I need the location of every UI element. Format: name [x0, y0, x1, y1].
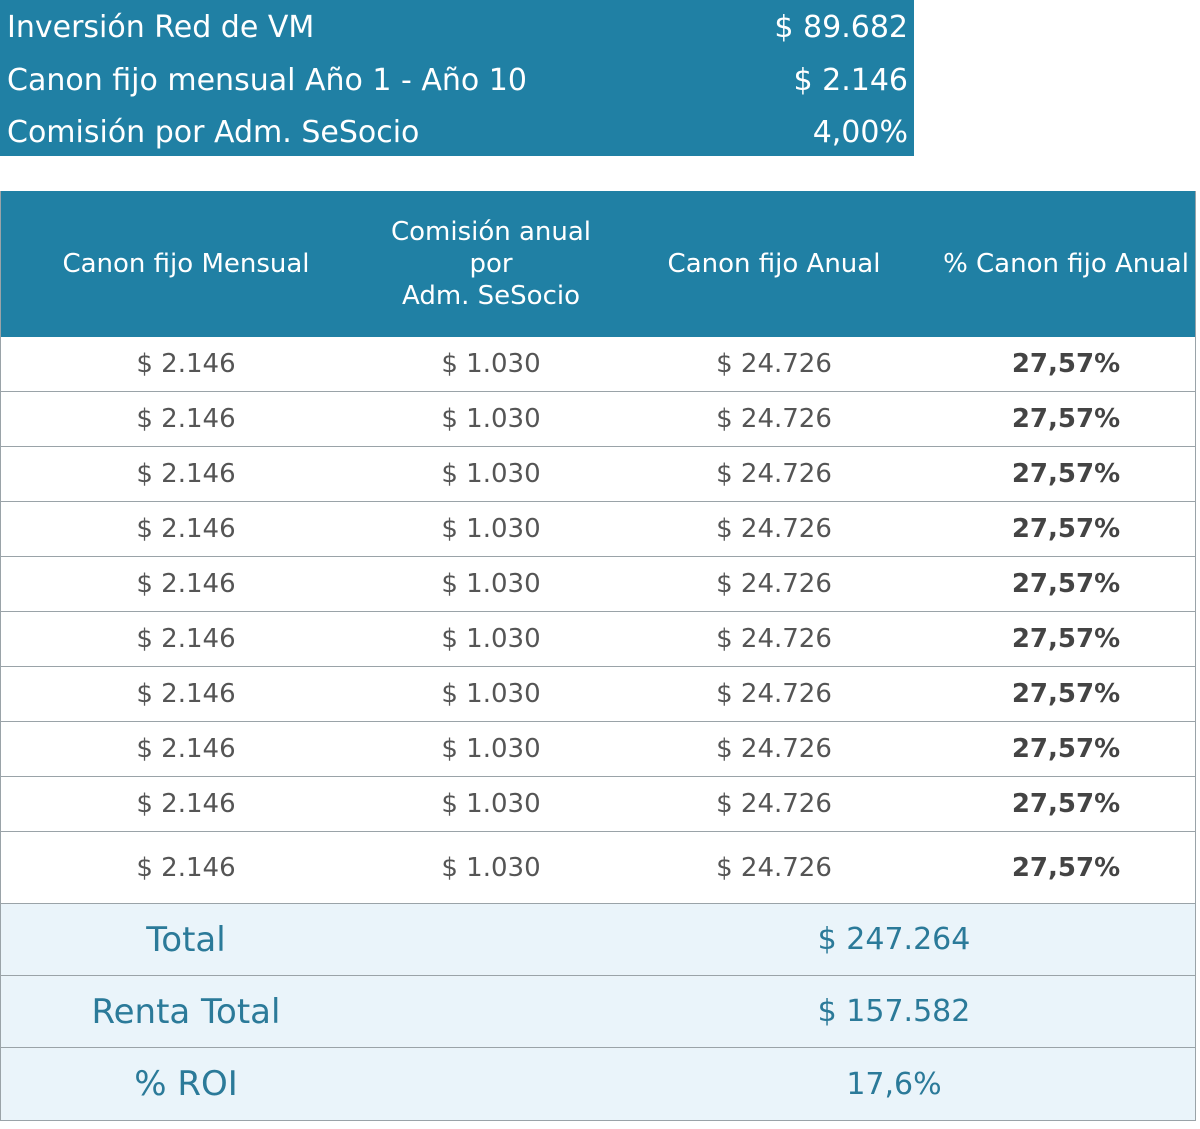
table-row: $ 2.146 $ 1.030 $ 24.726 27,57%	[1, 832, 1195, 904]
cell-annual-fee-percent: 27,57%	[1011, 734, 1121, 764]
table-row: $ 2.146 $ 1.030 $ 24.726 27,57%	[1, 392, 1195, 447]
cell-annual-fee-percent: 27,57%	[1011, 349, 1121, 379]
cell-annual-commission: $ 1.030	[441, 404, 541, 434]
summary-value: 4,00%	[812, 114, 908, 150]
cell-annual-fee: $ 24.726	[716, 404, 832, 434]
cell-annual-fee: $ 24.726	[716, 789, 832, 819]
cell-annual-fee-percent: 27,57%	[1011, 404, 1121, 434]
cell-annual-commission: $ 1.030	[441, 349, 541, 379]
summary-label: Canon fijo mensual Año 1 - Año 10	[7, 62, 527, 98]
cell-annual-commission: $ 1.030	[441, 514, 541, 544]
cell-annual-commission: $ 1.030	[441, 789, 541, 819]
cell-annual-fee: $ 24.726	[716, 349, 832, 379]
cell-annual-fee-percent: 27,57%	[1011, 679, 1121, 709]
cell-monthly-fee: $ 2.146	[136, 734, 236, 764]
cell-monthly-fee: $ 2.146	[136, 789, 236, 819]
table-row: $ 2.146 $ 1.030 $ 24.726 27,57%	[1, 722, 1195, 777]
investment-summary: Inversión Red de VM $ 89.682 Canon fijo …	[0, 0, 914, 156]
table-footer: Total $ 247.264 Renta Total $ 157.582 % ROI 1…	[1, 904, 1195, 1120]
cell-annual-fee: $ 24.726	[716, 514, 832, 544]
footer-value: 17,6%	[846, 1066, 942, 1102]
cell-annual-fee: $ 24.726	[716, 624, 832, 654]
cell-annual-commission: $ 1.030	[441, 734, 541, 764]
cell-monthly-fee: $ 2.146	[136, 679, 236, 709]
table-row: $ 2.146 $ 1.030 $ 24.726 27,57%	[1, 557, 1195, 612]
header-annual-fee: Canon fijo Anual	[667, 249, 881, 279]
summary-row-monthly-fee: Canon fijo mensual Año 1 - Año 10 $ 2.14…	[0, 54, 914, 106]
cell-monthly-fee: $ 2.146	[136, 404, 236, 434]
footer-value: $ 157.582	[817, 994, 971, 1029]
cell-annual-fee: $ 24.726	[716, 852, 832, 883]
table-header: Canon fijo Mensual Comisión anual por Ad…	[1, 191, 1195, 337]
cell-annual-fee: $ 24.726	[716, 734, 832, 764]
summary-value: $ 89.682	[774, 9, 908, 45]
footer-value-cell: 17,6%	[371, 1067, 1177, 1102]
footer-value-cell: $ 247.264	[371, 922, 1177, 957]
cell-annual-fee: $ 24.726	[716, 569, 832, 599]
header-monthly-fee: Canon fijo Mensual	[62, 249, 310, 279]
table-row: $ 2.146 $ 1.030 $ 24.726 27,57%	[1, 337, 1195, 392]
summary-label: Comisión por Adm. SeSocio	[7, 114, 420, 150]
footer-value-cell: $ 157.582	[371, 994, 1177, 1029]
cell-annual-fee-percent: 27,57%	[1011, 789, 1121, 819]
cell-monthly-fee: $ 2.146	[136, 514, 236, 544]
cell-annual-fee: $ 24.726	[716, 459, 832, 489]
table-row: $ 2.146 $ 1.030 $ 24.726 27,57%	[1, 502, 1195, 557]
cell-annual-commission: $ 1.030	[441, 459, 541, 489]
cell-annual-commission: $ 1.030	[441, 852, 541, 883]
footer-row: % ROI 17,6%	[1, 1048, 1195, 1120]
fee-table: Canon fijo Mensual Comisión anual por Ad…	[0, 191, 1196, 1121]
summary-row-investment: Inversión Red de VM $ 89.682	[0, 0, 914, 54]
footer-label: Renta Total	[91, 991, 281, 1032]
cell-annual-commission: $ 1.030	[441, 624, 541, 654]
cell-monthly-fee: $ 2.146	[136, 624, 236, 654]
cell-annual-fee-percent: 27,57%	[1011, 852, 1121, 883]
cell-annual-fee: $ 24.726	[716, 679, 832, 709]
header-line: Adm. SeSocio	[401, 281, 581, 311]
summary-value: $ 2.146	[793, 62, 908, 98]
footer-row: Renta Total $ 157.582	[1, 976, 1195, 1048]
table-row: $ 2.146 $ 1.030 $ 24.726 27,57%	[1, 777, 1195, 832]
header-line: Comisión anual por	[390, 217, 592, 279]
cell-annual-commission: $ 1.030	[441, 679, 541, 709]
cell-annual-commission: $ 1.030	[441, 569, 541, 599]
header-annual-fee-percent: % Canon fijo Anual	[943, 249, 1189, 279]
table-body: $ 2.146 $ 1.030 $ 24.726 27,57% $ 2.146 $ 1.0…	[1, 337, 1195, 904]
table-row: $ 2.146 $ 1.030 $ 24.726 27,57%	[1, 667, 1195, 722]
footer-label: % ROI	[134, 1064, 238, 1104]
footer-value: $ 247.264	[817, 922, 971, 957]
cell-annual-fee-percent: 27,57%	[1011, 514, 1121, 544]
header-annual-commission: Comisión anual por Adm. SeSocio	[371, 216, 611, 312]
footer-label: Total	[146, 919, 226, 960]
footer-row: Total $ 247.264	[1, 904, 1195, 976]
cell-monthly-fee: $ 2.146	[136, 459, 236, 489]
table-row: $ 2.146 $ 1.030 $ 24.726 27,57%	[1, 447, 1195, 502]
table-row: $ 2.146 $ 1.030 $ 24.726 27,57%	[1, 612, 1195, 667]
cell-annual-fee-percent: 27,57%	[1011, 569, 1121, 599]
cell-monthly-fee: $ 2.146	[136, 852, 236, 883]
cell-annual-fee-percent: 27,57%	[1011, 459, 1121, 489]
summary-label: Inversión Red de VM	[7, 9, 315, 45]
cell-annual-fee-percent: 27,57%	[1011, 624, 1121, 654]
summary-row-commission: Comisión por Adm. SeSocio 4,00%	[0, 106, 914, 158]
cell-monthly-fee: $ 2.146	[136, 349, 236, 379]
cell-monthly-fee: $ 2.146	[136, 569, 236, 599]
